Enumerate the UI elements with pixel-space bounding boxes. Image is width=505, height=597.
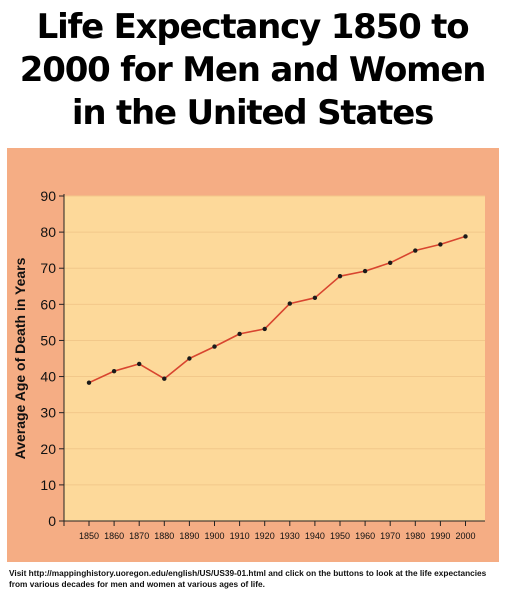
data-point-1930 (287, 301, 292, 306)
y-tick-label-70: 70 (40, 260, 56, 276)
y-tick-label-80: 80 (40, 224, 56, 240)
x-tick-label-1940: 1940 (305, 531, 325, 541)
x-tick-label-2000: 2000 (455, 531, 475, 541)
data-point-1910 (237, 331, 242, 337)
line-chart: 0 10 20 30 40 50 60 70 80 90 1850 1860 1870 1880 1890… (12, 188, 485, 541)
title-line-2: 2000 for Men and Women (19, 50, 487, 90)
footnote: Visit http://mappinghistory.uoregon.edu/… (9, 568, 487, 589)
data-point-1850 (86, 380, 92, 385)
x-tick-label-1880: 1880 (154, 531, 174, 541)
data-point-1960 (362, 268, 368, 274)
y-tick-label-90: 90 (40, 188, 56, 204)
y-tick-label-50: 50 (40, 332, 56, 348)
y-axis-ticks: 0 10 20 30 40 50 60 70 80 90 (40, 188, 64, 529)
x-tick-label-1950: 1950 (330, 531, 350, 541)
x-tick-label-1890: 1890 (179, 531, 199, 541)
y-tick-label-0: 0 (48, 513, 56, 529)
data-point-1860 (111, 368, 117, 374)
x-tick-label-1900: 1900 (204, 531, 224, 541)
gridlines (64, 195, 485, 486)
data-point-1920 (262, 326, 267, 332)
y-tick-label-10: 10 (40, 477, 56, 493)
data-point-1990 (438, 242, 443, 247)
y-tick-label-30: 30 (40, 405, 56, 421)
x-tick-label-1870: 1870 (129, 531, 149, 541)
x-tick-label-1990: 1990 (430, 531, 450, 541)
data-point-1900 (212, 344, 217, 349)
chart-title: Life Expectancy 1850 to 2000 for Men and… (0, 6, 505, 135)
axes (59, 194, 485, 526)
data-point-1950 (337, 273, 343, 279)
y-axis-label: Average Age of Death in Years (12, 257, 28, 459)
plot-area (64, 196, 485, 521)
title-line-3: in the United States (71, 93, 434, 133)
x-tick-label-1960: 1960 (355, 531, 375, 541)
y-tick-label-40: 40 (40, 369, 56, 385)
data-point-1890 (187, 356, 192, 361)
x-tick-label-1850: 1850 (79, 531, 99, 541)
data-point-1980 (413, 248, 418, 253)
data-point-1970 (388, 260, 393, 266)
x-tick-label-1910: 1910 (230, 531, 250, 541)
data-point-2000 (463, 234, 468, 239)
x-tick-label-1930: 1930 (280, 531, 300, 541)
series-line-0 (88, 235, 466, 384)
x-tick-label-1920: 1920 (255, 531, 275, 541)
data-point-1880 (162, 376, 167, 381)
x-axis-ticks: 1850 1860 1870 1880 1890 1900 1910 1920 1930 1940… (79, 521, 476, 541)
data-point-1940 (312, 295, 318, 301)
x-tick-label-1980: 1980 (405, 531, 425, 541)
title-line-1: Life Expectancy 1850 to (36, 7, 470, 47)
chart-panel: 0 10 20 30 40 50 60 70 80 90 1850 1860 1870 1880 1890… (7, 148, 499, 562)
x-tick-label-1860: 1860 (104, 531, 124, 541)
series (86, 234, 468, 385)
y-tick-label-20: 20 (40, 441, 56, 457)
y-tick-label-60: 60 (40, 296, 56, 312)
data-point-1870 (137, 361, 142, 367)
x-tick-label-1970: 1970 (380, 531, 400, 541)
